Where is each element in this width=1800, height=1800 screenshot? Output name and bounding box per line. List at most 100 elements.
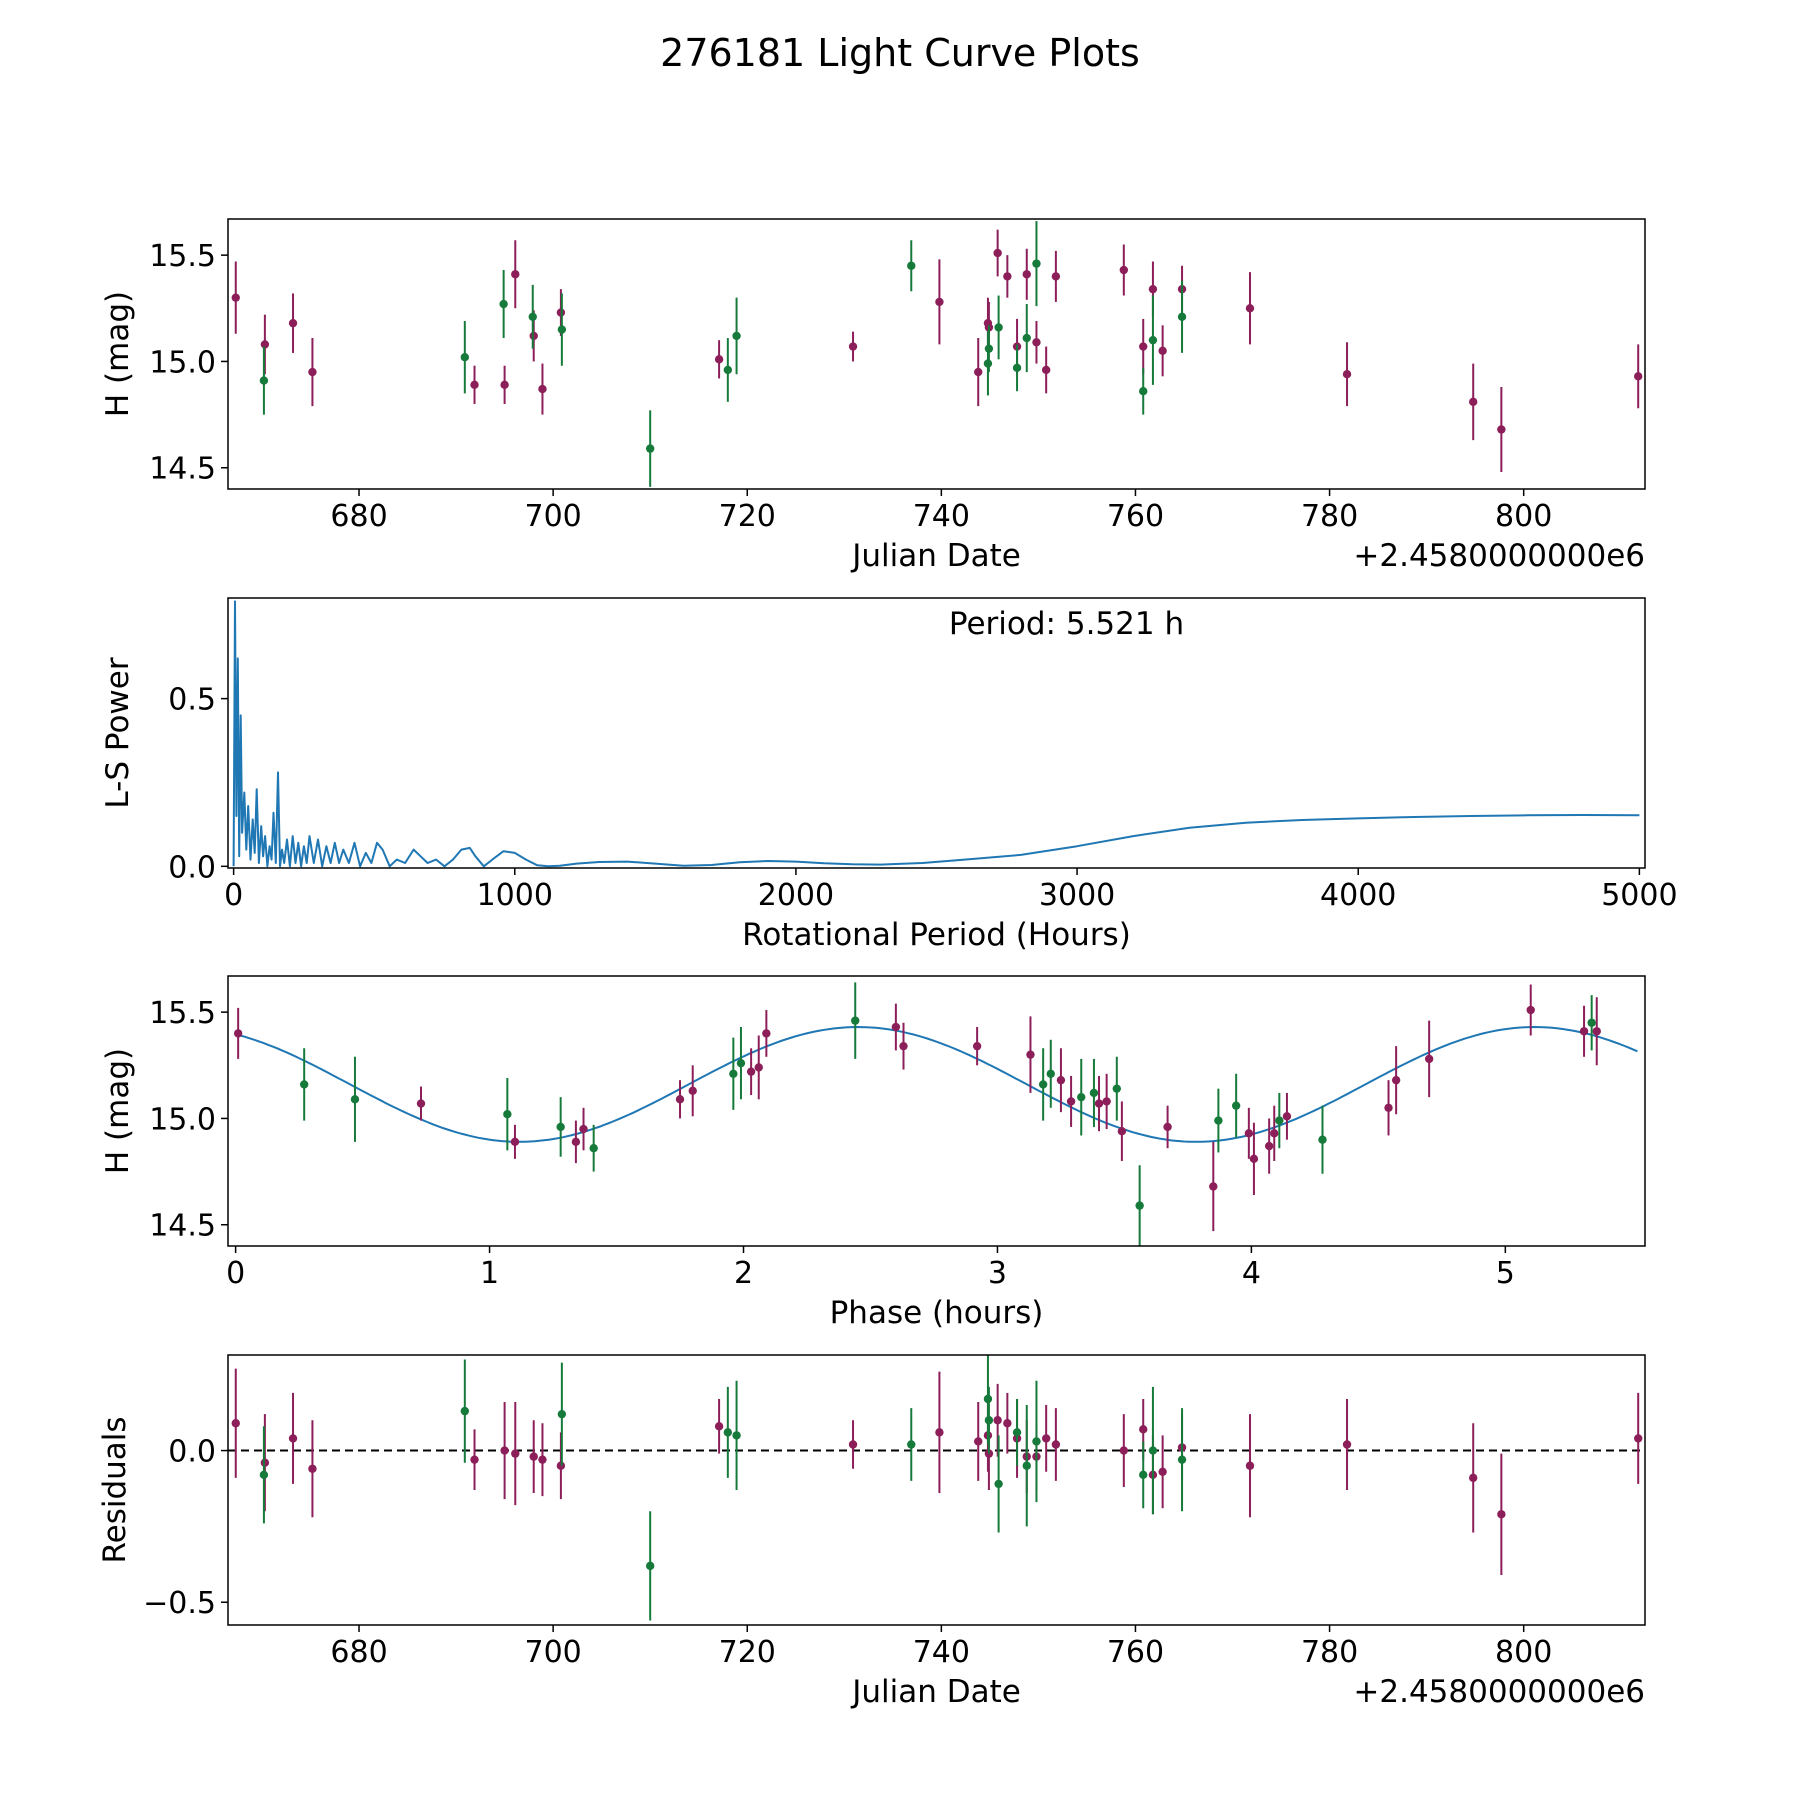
data-point-red xyxy=(529,1452,538,1461)
x-tick-label: 4 xyxy=(1242,1256,1261,1291)
data-point-green xyxy=(503,1109,512,1119)
x-tick-label: 2000 xyxy=(758,878,834,913)
y-tick-label: 14.5 xyxy=(149,1209,216,1244)
data-point-red xyxy=(762,1029,771,1038)
data-point-red xyxy=(1497,425,1506,434)
plot-area xyxy=(232,600,1640,868)
data-point-red xyxy=(510,1137,520,1147)
x-tick-label: 740 xyxy=(913,499,970,534)
data-point-red xyxy=(1244,1129,1254,1138)
data-point-green xyxy=(1148,1446,1158,1455)
x-tick-label: 760 xyxy=(1107,499,1164,534)
data-point-red xyxy=(1249,1154,1259,1164)
data-point-green xyxy=(460,352,470,362)
panel-periodogram: 0 1000 2000 3000 4000 5000 0.0 0.5 Rotational Pe… xyxy=(100,597,1678,953)
y-tick-label: 15.5 xyxy=(149,996,216,1031)
x-tick-label: 720 xyxy=(719,1635,776,1670)
data-point-red xyxy=(1469,397,1478,407)
data-point-green xyxy=(645,444,655,453)
data-point-red xyxy=(899,1041,908,1051)
data-point-red xyxy=(470,380,479,390)
data-point-green xyxy=(1587,1018,1596,1027)
axes-frame xyxy=(227,597,1646,869)
data-point-green xyxy=(1139,387,1148,396)
data-point-green xyxy=(1177,1455,1187,1464)
data-point-red xyxy=(1148,284,1158,294)
data-point-red xyxy=(848,342,858,351)
data-point-red xyxy=(1342,1440,1352,1449)
x-tick-label: 700 xyxy=(525,499,582,534)
y-tick-label: 0.0 xyxy=(168,1435,216,1470)
data-point-green xyxy=(1032,259,1041,268)
data-point-red xyxy=(260,340,270,349)
data-point-red xyxy=(1634,372,1643,381)
data-point-red xyxy=(511,1449,520,1458)
data-point-green xyxy=(1022,1461,1031,1470)
x-tick-label: 3000 xyxy=(1039,878,1115,913)
data-point-red xyxy=(1026,1050,1035,1059)
data-point-red xyxy=(1056,1075,1066,1085)
model-fit-curve xyxy=(235,1025,1638,1143)
x-tick-label: 720 xyxy=(719,499,776,534)
data-point-green xyxy=(557,1409,567,1419)
y-axis-label: L-S Power xyxy=(100,657,136,808)
axes-frame xyxy=(227,975,1646,1247)
data-point-red xyxy=(538,1455,547,1464)
data-point-green xyxy=(556,1122,565,1132)
data-point-red xyxy=(1579,1027,1589,1036)
data-point-green xyxy=(1214,1116,1223,1125)
data-point-red xyxy=(1041,365,1051,375)
data-point-green xyxy=(589,1144,598,1153)
data-point-green xyxy=(994,323,1003,332)
data-point-green xyxy=(1148,335,1158,345)
data-point-green xyxy=(1012,363,1022,373)
data-point-red xyxy=(714,355,724,364)
y-tick-label: 15.0 xyxy=(149,345,216,380)
data-point-green xyxy=(460,1406,470,1416)
data-point-green xyxy=(499,299,508,309)
data-point-red xyxy=(1163,1122,1172,1132)
x-tick-label: 680 xyxy=(330,499,387,534)
data-point-red xyxy=(1282,1112,1292,1121)
data-point-green xyxy=(723,365,733,375)
plot-area xyxy=(231,221,1643,487)
y-tick-label: 0.0 xyxy=(168,850,216,885)
data-point-green xyxy=(1275,1116,1284,1125)
data-point-red xyxy=(935,1428,944,1437)
data-point-red xyxy=(1497,1510,1506,1519)
x-offset-label: +2.4580000000e6 xyxy=(1353,1674,1645,1710)
data-point-green xyxy=(299,1080,309,1089)
data-point-red xyxy=(1022,270,1031,279)
data-point-red xyxy=(1592,1027,1601,1036)
data-point-green xyxy=(983,359,993,368)
data-point-red xyxy=(288,1434,298,1443)
data-point-red xyxy=(288,318,298,328)
data-point-red xyxy=(308,367,317,377)
x-tick-label: 5000 xyxy=(1601,878,1677,913)
x-tick-label: 800 xyxy=(1495,1635,1552,1670)
data-point-green xyxy=(1038,1080,1048,1089)
data-point-green xyxy=(557,325,567,334)
data-point-red xyxy=(1342,369,1352,379)
data-point-red xyxy=(1384,1103,1393,1113)
x-tick-label: 740 xyxy=(913,1635,970,1670)
data-point-red xyxy=(1102,1097,1111,1106)
x-axis-label: Rotational Period (Hours) xyxy=(742,917,1131,953)
y-tick-label: 0.5 xyxy=(168,683,216,718)
y-tick-label: 15.0 xyxy=(149,1102,216,1137)
x-tick-label: 3 xyxy=(988,1256,1007,1291)
data-point-red xyxy=(974,1437,983,1446)
x-tick-label: 0 xyxy=(226,1256,245,1291)
data-point-red xyxy=(1094,1099,1104,1108)
data-point-green xyxy=(984,1416,994,1425)
data-point-red xyxy=(746,1067,756,1076)
data-point-green xyxy=(729,1069,738,1078)
data-point-red xyxy=(1158,1467,1167,1476)
data-point-red xyxy=(974,367,983,377)
data-point-red xyxy=(891,1022,901,1032)
data-point-green xyxy=(1022,333,1031,343)
data-point-red xyxy=(993,248,1002,258)
data-point-red xyxy=(688,1086,697,1096)
